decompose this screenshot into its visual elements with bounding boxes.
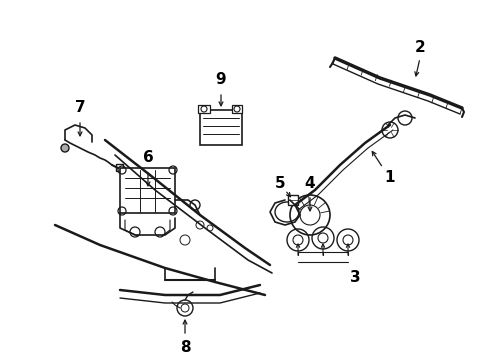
Bar — [200, 110, 242, 145]
Bar — [116, 164, 123, 171]
Text: 9: 9 — [216, 72, 226, 87]
Text: 5: 5 — [275, 175, 285, 190]
Circle shape — [61, 144, 69, 152]
Text: 6: 6 — [143, 150, 153, 166]
Bar — [288, 195, 298, 205]
Bar — [232, 105, 242, 113]
Text: 7: 7 — [74, 100, 85, 116]
Bar — [198, 105, 210, 113]
Text: 2: 2 — [415, 40, 425, 55]
Text: 3: 3 — [350, 270, 360, 285]
Text: 4: 4 — [305, 175, 315, 190]
Text: 1: 1 — [385, 171, 395, 185]
Bar — [120, 168, 175, 213]
Text: 8: 8 — [180, 341, 190, 356]
